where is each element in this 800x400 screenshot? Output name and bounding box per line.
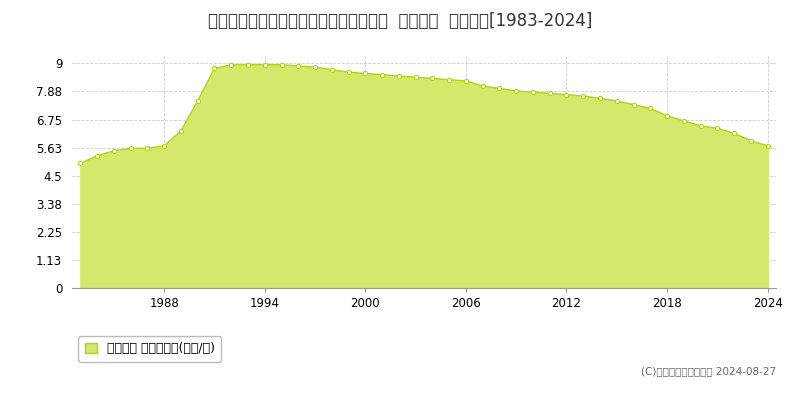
Text: 栃木県足利市菅田町字東根８６９番１外  地価公示  地価推移[1983-2024]: 栃木県足利市菅田町字東根８６９番１外 地価公示 地価推移[1983-2024] xyxy=(208,12,592,30)
Legend: 地価公示 平均坤単価(万円/坤): 地価公示 平均坤単価(万円/坤) xyxy=(78,336,222,362)
Text: (C)土地価格ドットコム 2024-08-27: (C)土地価格ドットコム 2024-08-27 xyxy=(641,366,776,376)
